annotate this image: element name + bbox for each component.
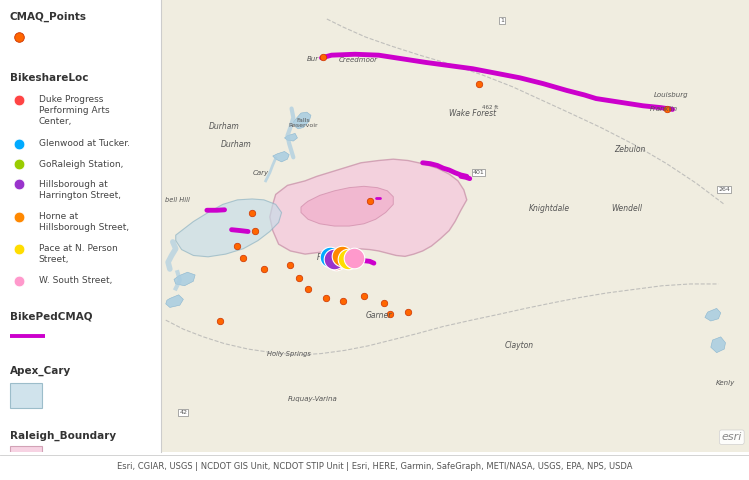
Text: Franklin: Franklin: [649, 106, 678, 111]
Text: Wake Forest: Wake Forest: [449, 109, 497, 119]
Text: Cary: Cary: [253, 170, 269, 176]
Text: Raleigh: Raleigh: [318, 253, 346, 262]
Point: [13, 277, 25, 285]
Text: BikePedCMAQ: BikePedCMAQ: [10, 312, 92, 322]
Point: [237, 254, 249, 262]
Point: [13, 140, 25, 148]
Point: [231, 242, 243, 250]
Text: esri: esri: [721, 432, 742, 442]
Polygon shape: [270, 159, 467, 256]
Text: Knightdale: Knightdale: [529, 204, 570, 214]
Point: [364, 197, 376, 205]
Point: [13, 33, 25, 40]
Text: Bur: Bur: [306, 56, 319, 62]
Point: [328, 255, 340, 263]
Text: Holly Springs: Holly Springs: [267, 350, 311, 357]
Text: BikeshareLoc: BikeshareLoc: [10, 73, 88, 83]
Point: [214, 317, 226, 325]
Text: Kenly: Kenly: [716, 381, 735, 386]
Point: [246, 209, 258, 216]
Text: W. South Street,: W. South Street,: [39, 276, 112, 285]
Point: [378, 299, 390, 307]
Point: [13, 96, 25, 104]
Text: GoRaleigh Station,: GoRaleigh Station,: [39, 160, 123, 168]
Point: [302, 286, 314, 293]
Text: CMAQ_Points: CMAQ_Points: [10, 12, 87, 22]
Point: [348, 254, 360, 262]
Text: Zebulon: Zebulon: [614, 144, 646, 154]
Point: [333, 254, 345, 262]
Polygon shape: [285, 133, 297, 141]
Text: Durham: Durham: [209, 122, 240, 131]
Polygon shape: [705, 308, 721, 321]
Point: [358, 292, 370, 300]
Text: 1: 1: [500, 18, 504, 23]
Point: [249, 227, 261, 234]
Polygon shape: [294, 112, 311, 129]
Text: bell Hill: bell Hill: [165, 197, 190, 203]
Text: Garner: Garner: [366, 311, 392, 320]
Point: [13, 245, 25, 252]
Point: [473, 80, 485, 87]
Text: Hillsborough at
Harrington Street,: Hillsborough at Harrington Street,: [39, 180, 121, 200]
Text: 462 ft: 462 ft: [482, 105, 498, 110]
Point: [402, 308, 414, 316]
Point: [258, 265, 270, 273]
Point: [337, 297, 349, 304]
Text: Wendell: Wendell: [611, 204, 642, 214]
Point: [293, 274, 305, 282]
Text: Duke Progress
Performing Arts
Center,: Duke Progress Performing Arts Center,: [39, 96, 109, 126]
Polygon shape: [174, 272, 195, 286]
FancyBboxPatch shape: [10, 446, 42, 471]
Text: Pace at N. Person
Street,: Pace at N. Person Street,: [39, 244, 118, 264]
Text: 264: 264: [718, 187, 730, 192]
Text: Apex_Cary: Apex_Cary: [10, 366, 71, 376]
Polygon shape: [166, 295, 184, 308]
Point: [330, 256, 342, 264]
Point: [320, 295, 332, 302]
Point: [324, 253, 336, 261]
Point: [13, 180, 25, 188]
Text: Durham: Durham: [221, 140, 252, 149]
Polygon shape: [176, 199, 282, 257]
Text: 42: 42: [179, 410, 187, 415]
Point: [285, 261, 297, 268]
Point: [13, 213, 25, 220]
Point: [336, 252, 348, 260]
Text: Raleigh_Boundary: Raleigh_Boundary: [10, 431, 116, 441]
Polygon shape: [301, 186, 393, 226]
Text: Glenwood at Tucker.: Glenwood at Tucker.: [39, 139, 130, 148]
FancyBboxPatch shape: [10, 383, 42, 408]
Text: Louisburg: Louisburg: [654, 92, 688, 98]
Polygon shape: [273, 152, 289, 162]
Text: Creedmoor: Creedmoor: [339, 57, 377, 63]
Point: [317, 53, 329, 60]
Point: [661, 105, 673, 112]
Text: Falls
Reservoir: Falls Reservoir: [288, 118, 318, 128]
Text: Horne at
Hillsborough Street,: Horne at Hillsborough Street,: [39, 212, 129, 232]
Polygon shape: [711, 337, 726, 353]
Point: [384, 311, 396, 318]
Text: 401: 401: [473, 170, 485, 175]
Point: [13, 160, 25, 168]
Text: Clayton: Clayton: [505, 341, 534, 350]
Text: Fuquay-Varina: Fuquay-Varina: [288, 396, 338, 402]
Text: Esri, CGIAR, USGS | NCDOT GIS Unit, NCDOT STIP Unit | Esri, HERE, Garmin, SafeGr: Esri, CGIAR, USGS | NCDOT GIS Unit, NCDO…: [117, 462, 632, 471]
Point: [342, 255, 354, 263]
